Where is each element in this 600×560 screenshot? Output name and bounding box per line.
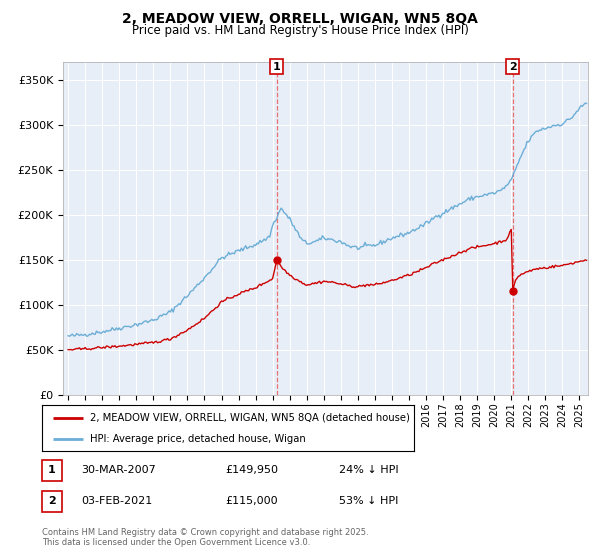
Text: Price paid vs. HM Land Registry's House Price Index (HPI): Price paid vs. HM Land Registry's House … (131, 24, 469, 37)
Text: £149,950: £149,950 (225, 465, 278, 475)
Text: 2: 2 (48, 496, 56, 506)
Text: 2, MEADOW VIEW, ORRELL, WIGAN, WN5 8QA (detached house): 2, MEADOW VIEW, ORRELL, WIGAN, WN5 8QA (… (91, 413, 410, 423)
Text: 24% ↓ HPI: 24% ↓ HPI (339, 465, 398, 475)
Text: 1: 1 (273, 62, 281, 72)
Text: 53% ↓ HPI: 53% ↓ HPI (339, 496, 398, 506)
Text: HPI: Average price, detached house, Wigan: HPI: Average price, detached house, Wiga… (91, 435, 306, 444)
Text: 30-MAR-2007: 30-MAR-2007 (81, 465, 156, 475)
Text: 2: 2 (509, 62, 517, 72)
Text: 03-FEB-2021: 03-FEB-2021 (81, 496, 152, 506)
Text: Contains HM Land Registry data © Crown copyright and database right 2025.
This d: Contains HM Land Registry data © Crown c… (42, 528, 368, 547)
Text: 2, MEADOW VIEW, ORRELL, WIGAN, WN5 8QA: 2, MEADOW VIEW, ORRELL, WIGAN, WN5 8QA (122, 12, 478, 26)
Text: 1: 1 (48, 465, 56, 475)
Text: £115,000: £115,000 (225, 496, 278, 506)
